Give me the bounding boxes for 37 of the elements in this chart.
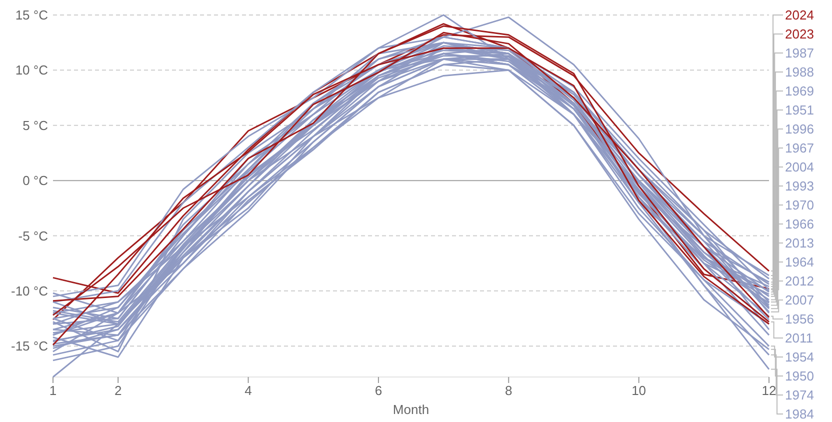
x-axis-title: Month	[392, 402, 430, 417]
x-tick-label: 2	[114, 383, 122, 398]
series-label: 2012	[785, 274, 814, 289]
y-tick-label: 10 °C	[15, 62, 48, 78]
y-tick-label: 5 °C	[22, 118, 48, 133]
text: 2024	[785, 8, 814, 23]
text: 1993	[785, 178, 814, 194]
text: 1984	[785, 406, 814, 422]
text: 2004	[785, 160, 814, 175]
y-tick-label: -10 °C	[11, 283, 48, 298]
text: 1951	[785, 102, 814, 118]
y-tick-label: 0 °C	[22, 173, 48, 188]
y-tick-label: -15 °C	[11, 338, 48, 354]
series-label: 2011	[785, 330, 813, 346]
text: 1966	[785, 216, 814, 232]
series-label: 1950	[785, 368, 814, 384]
x-tick-label: 10	[632, 383, 646, 398]
text: 1974	[785, 388, 814, 403]
text: 2013	[785, 236, 814, 251]
x-tick-label: 12	[762, 383, 776, 398]
text: 1964	[785, 254, 814, 270]
text: 1967	[785, 140, 814, 156]
x-tick-label: 4	[244, 383, 252, 398]
series-label: 1956	[785, 312, 814, 327]
y-tick-label: 15 °C	[15, 8, 48, 23]
text: 2023	[785, 26, 814, 42]
text: 1988	[785, 64, 814, 80]
x-tick-label: 8	[505, 383, 512, 398]
x-tick-label: 1	[49, 383, 57, 398]
text: 1996	[785, 122, 814, 137]
text: 1987	[785, 46, 814, 61]
series-label: 2007	[785, 292, 814, 308]
series-label: 1954	[785, 350, 814, 365]
text: 1969	[785, 84, 814, 99]
y-tick-label: -5 °C	[18, 228, 48, 244]
text: 1970	[785, 198, 814, 213]
x-tick-label: 6	[374, 383, 382, 398]
